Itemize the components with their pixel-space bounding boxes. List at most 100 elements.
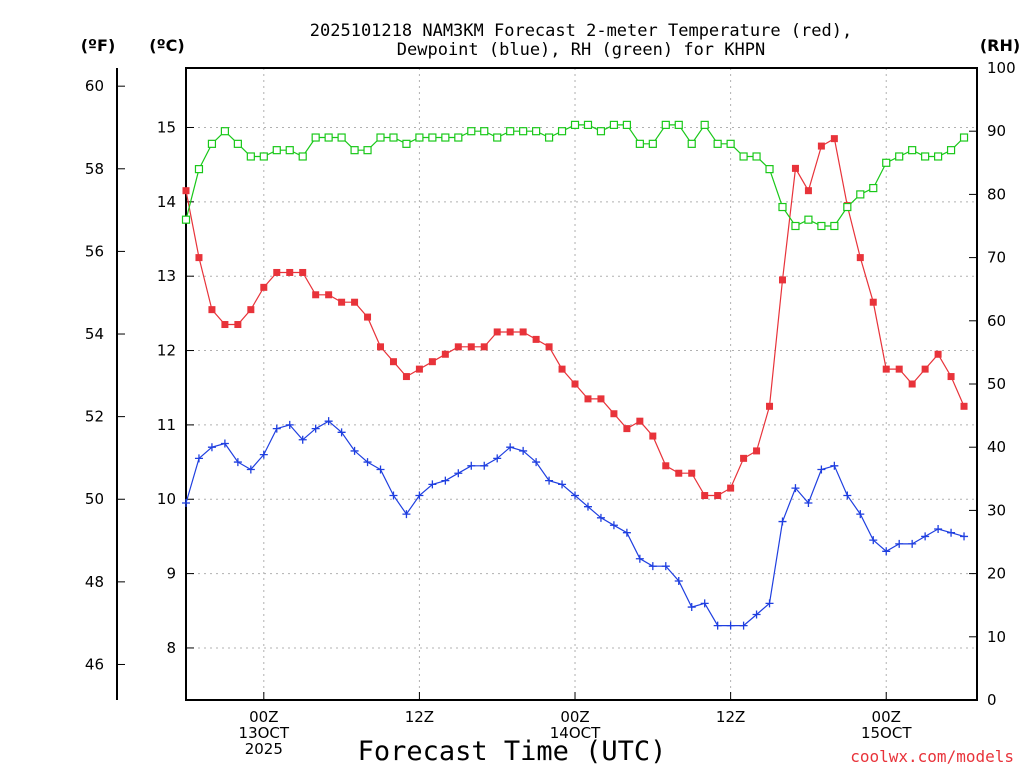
temperature-point	[649, 432, 657, 440]
rh-point	[415, 133, 424, 142]
temperature-point	[882, 365, 890, 373]
temperature-point	[545, 343, 553, 351]
rh-point	[324, 133, 333, 142]
rh-point	[350, 146, 359, 155]
dewpoint-point	[687, 603, 696, 612]
temperature-point	[338, 298, 346, 306]
rh-point	[389, 133, 398, 142]
dewpoint-point	[493, 454, 502, 463]
dewpoint-point	[337, 428, 346, 437]
temperature-point	[195, 254, 203, 262]
rh-point	[570, 120, 580, 129]
rh-point	[428, 133, 437, 142]
dewpoint-point	[389, 491, 398, 500]
temperature-point	[778, 276, 786, 284]
dewpoint-point	[648, 562, 657, 571]
rh-point	[596, 127, 606, 136]
temperature-point	[766, 402, 774, 410]
rh-point	[557, 127, 567, 136]
temperature-point	[830, 135, 838, 143]
dewpoint-point	[609, 521, 618, 530]
tick-layer: 8 9 10 11 12 13 14 15 46 48 50 52 54 56 58 60 0 10 20 30 40 5…	[85, 59, 1016, 758]
temperature-point	[415, 365, 423, 373]
rh-tick-label: 40	[987, 438, 1006, 456]
dewpoint-point	[661, 562, 670, 571]
dewpoint-point	[259, 450, 268, 459]
chart-title-line-2: Dewpoint (blue), RH (green) for KHPN	[397, 40, 765, 60]
rh-point	[765, 165, 774, 174]
temperature-point	[532, 335, 540, 343]
temperature-point	[804, 187, 812, 195]
rh-point	[311, 133, 320, 142]
dewpoint-point	[752, 610, 761, 619]
rh-point	[298, 152, 307, 161]
celsius-tick-label: 14	[157, 193, 176, 211]
rh-point	[454, 133, 463, 142]
dewpoint-point	[194, 454, 203, 463]
rh-point	[713, 139, 722, 148]
rh-point	[674, 120, 683, 129]
temperature-point	[260, 283, 268, 291]
dewpoint-point	[856, 510, 865, 519]
rh-tick-label: 90	[987, 122, 1006, 140]
temperature-point	[325, 291, 333, 299]
rh-point	[363, 146, 372, 155]
x-tick-label: 15OCT	[861, 724, 912, 742]
x-tick-label: 14OCT	[550, 724, 601, 742]
rh-tick-label: 70	[987, 249, 1006, 267]
dewpoint-point	[674, 577, 683, 586]
fahrenheit-tick-label: 54	[85, 325, 104, 343]
fahrenheit-tick-label: 46	[85, 655, 104, 673]
dewpoint-series-line	[185, 420, 965, 627]
dewpoint-point	[778, 517, 787, 526]
rh-point	[544, 133, 554, 142]
rh-point	[856, 190, 865, 199]
dewpoint-point	[947, 528, 956, 537]
dewpoint-point	[921, 532, 930, 541]
dewpoint-point	[583, 502, 592, 511]
temperature-point	[921, 365, 929, 373]
x-tick-label: 12Z	[716, 708, 745, 726]
temperature-point	[571, 380, 579, 388]
temperature-point	[636, 417, 644, 425]
temperature-point	[402, 373, 410, 381]
dewpoint-point	[635, 554, 644, 563]
dewpoint-point	[298, 435, 307, 444]
temperature-point	[221, 321, 229, 329]
dewpoint-point	[596, 513, 605, 522]
temperature-point	[895, 365, 903, 373]
celsius-tick-label: 11	[157, 416, 176, 434]
dewpoint-point	[804, 498, 813, 507]
x-tick-label: 2025	[245, 740, 283, 758]
rh-axis-label: (RH)	[980, 36, 1020, 55]
dewpoint-point	[182, 498, 190, 507]
rh-point	[817, 221, 826, 231]
rh-point	[752, 152, 761, 161]
temperature-point	[312, 291, 320, 299]
dewpoint-point	[739, 621, 748, 630]
dewpoint-point	[415, 491, 424, 500]
dewpoint-point	[869, 536, 878, 545]
rh-point	[506, 127, 515, 136]
rh-point	[726, 139, 735, 148]
rh-tick-label: 0	[987, 691, 997, 709]
rh-point	[233, 139, 242, 148]
dewpoint-point	[571, 491, 580, 500]
rh-point	[830, 221, 839, 231]
temperature-point	[493, 328, 501, 336]
rh-point	[791, 221, 800, 231]
rh-point	[207, 139, 217, 148]
fahrenheit-axis-label: (ºF)	[81, 36, 116, 55]
rh-point	[493, 133, 502, 142]
rh-tick-label: 50	[987, 375, 1006, 393]
temperature-point	[934, 350, 942, 358]
temperature-point	[610, 410, 618, 418]
dewpoint-point	[441, 476, 450, 485]
temperature-point	[389, 358, 397, 366]
temperature-point	[688, 469, 696, 477]
fahrenheit-tick-label: 56	[85, 242, 104, 260]
temperature-point	[753, 447, 761, 455]
rh-point	[220, 127, 230, 136]
rh-point	[532, 127, 541, 136]
temperature-point	[584, 395, 592, 403]
